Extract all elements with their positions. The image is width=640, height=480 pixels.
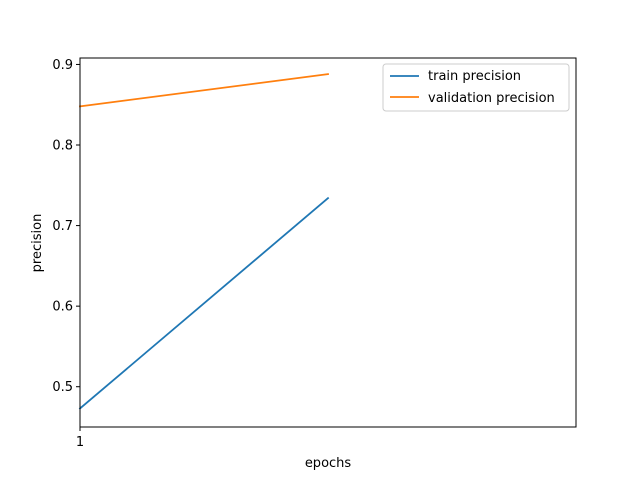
legend-label-train-precision: train precision — [428, 69, 521, 84]
series-line-train-precision — [78, 196, 330, 410]
legend-label-validation-precision: validation precision — [428, 91, 555, 106]
x-axis-label: epochs — [305, 456, 352, 471]
y-tick-label: 0.9 — [52, 58, 73, 73]
series-layer — [78, 73, 330, 410]
y-tick-label: 0.6 — [52, 300, 73, 315]
series-line-validation-precision — [78, 73, 330, 108]
axes-frame — [79, 57, 577, 428]
y-axis-ticks: 0.5 0.6 0.7 0.8 0.9 — [52, 58, 80, 395]
x-tick-label: 1 — [76, 435, 84, 450]
legend-box — [382, 63, 570, 112]
y-axis-label: precision — [30, 214, 45, 273]
x-axis-ticks: 1 — [76, 427, 84, 450]
y-tick-label: 0.8 — [52, 139, 73, 154]
y-tick-label: 0.7 — [52, 219, 73, 234]
y-tick-label: 0.5 — [52, 380, 73, 395]
legend: train precision validation precision — [382, 63, 570, 112]
plot-area — [78, 57, 577, 428]
